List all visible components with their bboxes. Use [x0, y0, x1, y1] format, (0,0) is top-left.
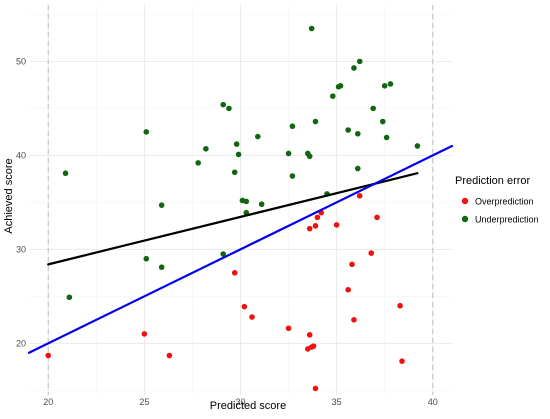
- point-underprediction: [354, 130, 361, 137]
- x-tick-label: 20: [43, 397, 53, 407]
- x-tick-label: 35: [332, 397, 342, 407]
- point-overprediction: [231, 270, 238, 276]
- point-underprediction: [226, 105, 232, 112]
- fitted-line: [47, 172, 419, 266]
- point-underprediction: [379, 118, 386, 125]
- point-underprediction: [243, 198, 250, 205]
- point-underprediction: [289, 173, 296, 179]
- point-underprediction: [337, 83, 344, 89]
- point-overprediction: [374, 214, 380, 221]
- point-underprediction: [387, 81, 394, 87]
- point-underprediction: [370, 105, 376, 112]
- point-overprediction: [45, 352, 52, 359]
- point-underprediction: [289, 123, 296, 130]
- point-overprediction: [241, 303, 248, 310]
- point-overprediction: [314, 214, 321, 221]
- point-overprediction: [249, 314, 255, 320]
- point-underprediction: [329, 93, 336, 99]
- point-underprediction: [220, 251, 226, 257]
- point-underprediction: [62, 170, 69, 177]
- legend-title: Prediction error: [455, 175, 531, 187]
- point-underprediction: [66, 294, 73, 301]
- x-tick-label: 30: [235, 397, 245, 407]
- point-underprediction: [345, 127, 351, 133]
- point-underprediction: [235, 151, 242, 158]
- legend-key-overprediction: [461, 197, 469, 205]
- point-underprediction: [381, 83, 388, 89]
- y-tick-label: 40: [16, 150, 26, 160]
- point-overprediction: [368, 250, 375, 256]
- legend: Prediction error Overprediction Underpre…: [455, 175, 539, 225]
- point-underprediction: [306, 153, 313, 160]
- y-tick-label: 30: [16, 244, 26, 254]
- point-overprediction: [312, 223, 319, 229]
- y-axis-title: Achieved score: [3, 158, 15, 233]
- data-points: [45, 25, 421, 392]
- point-overprediction: [306, 225, 313, 232]
- legend-label-underprediction: Underprediction: [475, 215, 539, 225]
- point-underprediction: [233, 141, 240, 147]
- point-overprediction: [310, 343, 317, 349]
- point-underprediction: [203, 145, 209, 152]
- point-overprediction: [349, 261, 355, 268]
- y-tick-label: 50: [16, 56, 26, 66]
- point-underprediction: [143, 129, 150, 135]
- point-underprediction: [158, 202, 165, 208]
- point-underprediction: [143, 255, 150, 262]
- y-tick-label: 20: [16, 338, 26, 348]
- point-underprediction: [220, 101, 226, 108]
- point-underprediction: [356, 58, 363, 65]
- point-overprediction: [285, 325, 292, 332]
- point-underprediction: [351, 65, 357, 71]
- trend-lines: [27, 144, 454, 354]
- reference-vlines: [47, 5, 434, 395]
- point-underprediction: [308, 25, 315, 32]
- point-overprediction: [397, 302, 403, 309]
- point-underprediction: [285, 150, 292, 157]
- point-overprediction: [166, 352, 173, 359]
- point-overprediction: [351, 317, 357, 323]
- point-underprediction: [258, 201, 265, 208]
- point-overprediction: [141, 331, 148, 337]
- point-underprediction: [195, 160, 201, 166]
- point-underprediction: [158, 264, 165, 270]
- identity-line: [27, 144, 454, 354]
- point-underprediction: [312, 118, 319, 125]
- x-tick-label: 25: [139, 397, 149, 407]
- tick-labels: 20 25 30 35 40 20 30 40 50: [16, 56, 438, 407]
- legend-key-underprediction: [461, 215, 469, 223]
- point-overprediction: [356, 192, 363, 199]
- point-underprediction: [231, 169, 238, 176]
- x-axis-title: Predicted score: [210, 400, 286, 412]
- point-overprediction: [306, 332, 313, 338]
- point-underprediction: [354, 165, 361, 172]
- point-overprediction: [399, 358, 405, 364]
- point-underprediction: [255, 133, 261, 140]
- x-tick-label: 40: [428, 397, 438, 407]
- point-underprediction: [383, 134, 390, 141]
- legend-label-overprediction: Overprediction: [475, 197, 534, 207]
- point-overprediction: [312, 385, 319, 392]
- point-underprediction: [414, 143, 421, 149]
- point-overprediction: [333, 222, 340, 228]
- point-overprediction: [345, 286, 351, 293]
